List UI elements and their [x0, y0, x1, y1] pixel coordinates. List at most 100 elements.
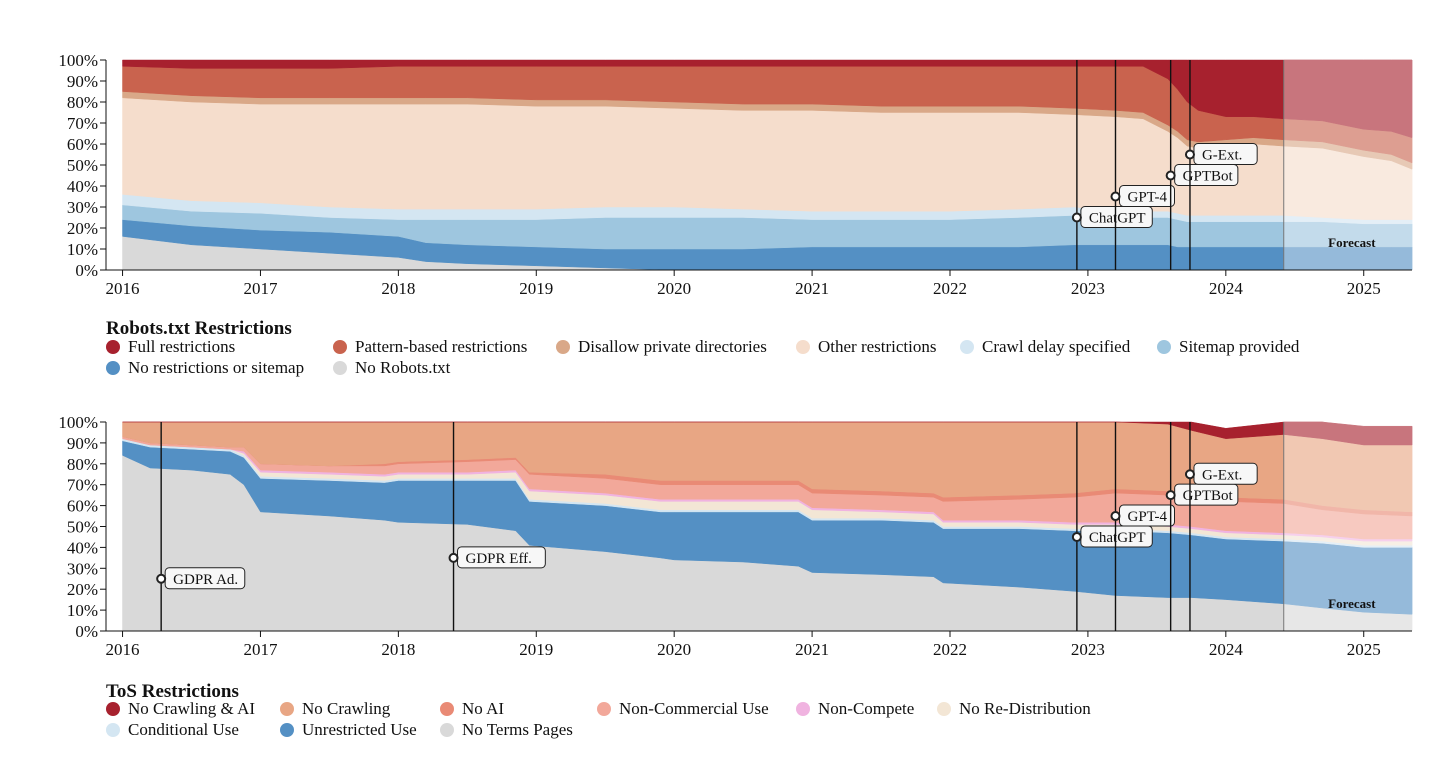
legend-label: Non-Compete: [818, 699, 915, 718]
legend-label: Other restrictions: [818, 337, 937, 356]
forecast-region: [1283, 60, 1412, 270]
legend-item: No AI: [440, 699, 504, 719]
event-marker: [1071, 531, 1082, 542]
legend-swatch: [440, 723, 454, 737]
x-tick-label: 2020: [657, 279, 691, 298]
event-label: G-Ext.: [1202, 148, 1242, 164]
legend-title-robots: Robots.txt Restrictions: [106, 318, 292, 339]
x-tick-label: 2016: [106, 640, 140, 659]
event-label: GDPR Ad.: [173, 572, 238, 588]
legend-item: Conditional Use: [106, 720, 239, 740]
event-label: GPTBot: [1183, 169, 1234, 185]
x-tick-label: 2022: [933, 279, 967, 298]
y-tick-label: 50%: [67, 518, 98, 537]
x-tick-label: 2017: [243, 279, 278, 298]
y-tick-label: 100%: [58, 413, 98, 432]
event-label: GDPR Eff.: [466, 551, 532, 567]
legend-swatch: [796, 340, 810, 354]
y-tick-label: 70%: [67, 476, 98, 495]
x-tick-label: 2021: [795, 279, 829, 298]
legend-swatch: [106, 361, 120, 375]
x-tick-label: 2023: [1071, 640, 1105, 659]
legend-label: Pattern-based restrictions: [355, 337, 528, 356]
event-marker: [1184, 149, 1195, 160]
y-tick-label: 0%: [75, 622, 98, 641]
legend-swatch: [106, 340, 120, 354]
x-tick-label: 2025: [1347, 279, 1381, 298]
y-tick-label: 20%: [67, 580, 98, 599]
y-tick-label: 10%: [67, 601, 98, 620]
y-tick-label: 60%: [67, 135, 98, 154]
x-tick-label: 2021: [795, 640, 829, 659]
x-tick-label: 2019: [519, 640, 553, 659]
legend-label: No Terms Pages: [462, 720, 573, 739]
y-tick-label: 30%: [67, 198, 98, 217]
legend-swatch: [1157, 340, 1171, 354]
legend-item: No restrictions or sitemap: [106, 358, 304, 378]
y-tick-label: 90%: [67, 72, 98, 91]
event-label: GPT-4: [1127, 509, 1167, 525]
y-tick-label: 100%: [58, 51, 98, 70]
legend-item: Unrestricted Use: [280, 720, 417, 740]
legend-swatch: [796, 702, 810, 716]
y-tick-label: 70%: [67, 114, 98, 133]
event-label: ChatGPT: [1089, 211, 1146, 227]
x-tick-label: 2020: [657, 640, 691, 659]
x-tick-label: 2017: [243, 640, 278, 659]
legend-swatch: [333, 361, 347, 375]
legend-label: No Crawling: [302, 699, 391, 718]
legend-swatch: [937, 702, 951, 716]
legend-label: Disallow private directories: [578, 337, 767, 356]
y-tick-label: 90%: [67, 434, 98, 453]
legend-label: Unrestricted Use: [302, 720, 417, 739]
chart-panel-1: Forecast 0% 10% 20% 30% 40%50% 60% 70% 80% 90% 100…: [58, 413, 1413, 659]
legend-swatch: [106, 723, 120, 737]
y-tick-label: 0%: [75, 261, 98, 280]
event-label: GPT-4: [1127, 190, 1167, 206]
y-tick-label: 10%: [67, 240, 98, 259]
legend-item: No Robots.txt: [333, 358, 450, 378]
x-tick-label: 2024: [1209, 279, 1244, 298]
legend-item: No Crawling & AI: [106, 699, 255, 719]
forecast-label: Forecast: [1328, 235, 1376, 250]
chart-panel-0: Forecast 0% 10% 20% 30% 40% 50% 60% 70% 80% 90% 100…: [58, 51, 1413, 298]
y-tick-label: 40%: [67, 177, 98, 196]
legend-item: Full restrictions: [106, 337, 235, 357]
legend-item: Disallow private directories: [556, 337, 767, 357]
legend-item: Other restrictions: [796, 337, 937, 357]
x-tick-label: 2025: [1347, 640, 1381, 659]
y-tick-label: 80%: [67, 455, 98, 474]
event-marker: [1184, 469, 1195, 480]
legend-label: No Crawling & AI: [128, 699, 256, 718]
event-marker: [1071, 212, 1082, 223]
y-tick-label: 20%: [67, 219, 98, 238]
event-marker: [1110, 511, 1121, 522]
legend-item: Pattern-based restrictions: [333, 337, 527, 357]
x-tick-label: 2023: [1071, 279, 1105, 298]
legend-label: Conditional Use: [128, 720, 239, 739]
area-full-restrictions: [122, 59, 1413, 139]
legend-label: Full restrictions: [128, 337, 236, 356]
legend-label: No Robots.txt: [355, 358, 451, 377]
legend-swatch: [280, 702, 294, 716]
x-tick-label: 2024: [1209, 640, 1244, 659]
event-marker: [156, 573, 167, 584]
legend-label: Non-Commercial Use: [619, 699, 769, 718]
legend-label: No restrictions or sitemap: [128, 358, 305, 377]
y-tick-label: 80%: [67, 93, 98, 112]
x-tick-label: 2022: [933, 640, 967, 659]
x-tick-label: 2019: [519, 279, 553, 298]
legend-item: Non-Compete: [796, 699, 914, 719]
legend-swatch: [333, 340, 347, 354]
event-label: GPTBot: [1183, 488, 1234, 504]
legend-swatch: [556, 340, 570, 354]
forecast-label: Forecast: [1328, 596, 1376, 611]
legend-label: Crawl delay specified: [982, 337, 1131, 356]
legend-swatch: [960, 340, 974, 354]
event-marker: [1110, 191, 1121, 202]
x-tick-label: 2018: [381, 640, 415, 659]
legend-item: No Re-Distribution: [937, 699, 1091, 719]
y-tick-label: 30%: [67, 559, 98, 578]
y-tick-label: 40%: [67, 538, 98, 557]
